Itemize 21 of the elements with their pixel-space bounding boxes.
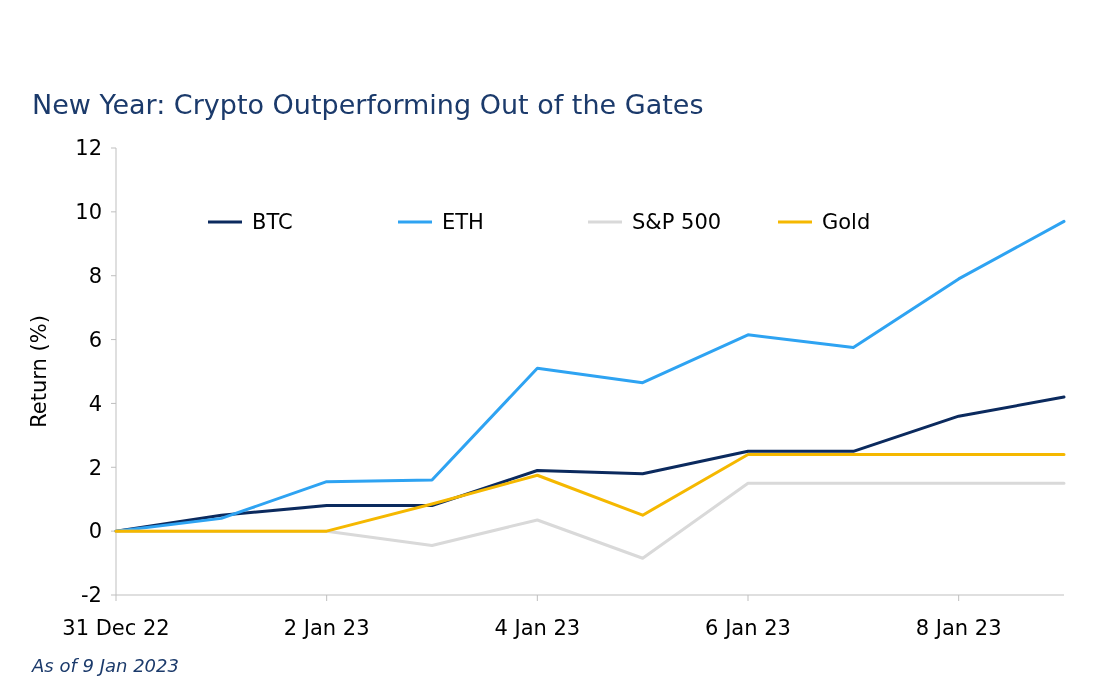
legend-label: Gold [822, 210, 871, 235]
y-tick-label: 8 [88, 264, 102, 289]
y-tick-label: 10 [75, 200, 102, 225]
y-tick-label: 12 [75, 136, 102, 161]
x-tick-label: 2 Jan 23 [283, 616, 370, 640]
y-tick-label: 6 [88, 327, 102, 352]
line-series [114, 453, 1066, 533]
x-tick-label: 4 Jan 23 [494, 616, 581, 640]
y-tick-label: -2 [81, 583, 102, 608]
legend-label: ETH [442, 210, 484, 235]
legend-label: BTC [252, 210, 293, 235]
x-tick-label: 8 Jan 23 [915, 616, 1002, 640]
x-tick-label: 6 Jan 23 [705, 616, 791, 640]
chart-title: New Year: Crypto Outperforming Out of the Gates [32, 89, 704, 120]
legend-label: S&P 500 [632, 210, 722, 235]
text: As of 9 Jan 2023 [31, 655, 179, 676]
y-tick-label: 0 [88, 519, 102, 544]
y-tick-label: 4 [88, 391, 102, 416]
y-tick-label: 2 [88, 455, 102, 480]
x-tick-label: 31 Dec 22 [62, 616, 170, 640]
y-axis-title: Return (%) [27, 315, 51, 428]
